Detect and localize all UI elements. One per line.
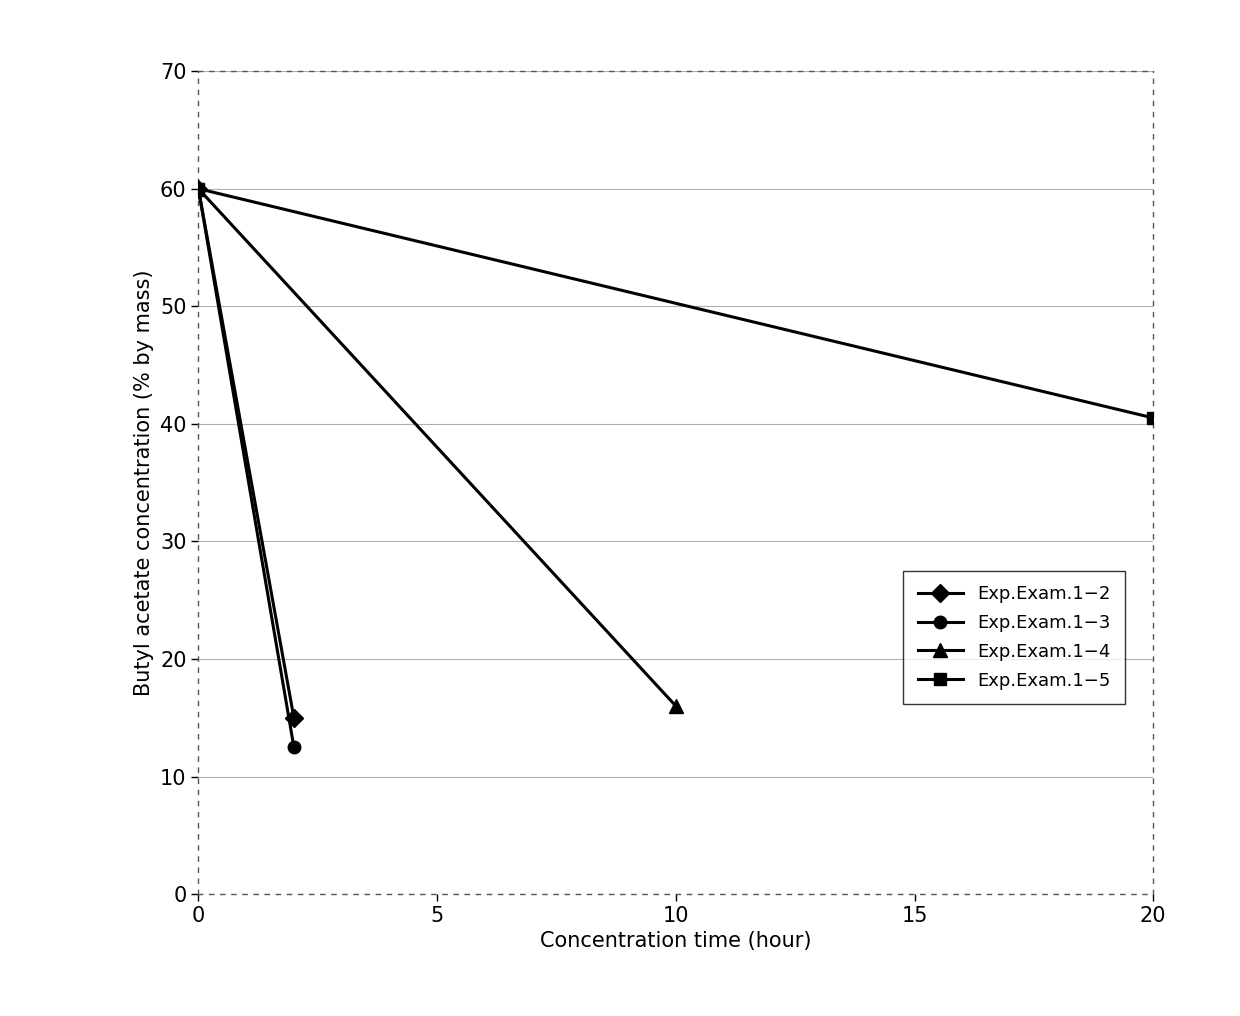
Exp.Exam.1−4: [191, 183, 206, 195]
Legend: Exp.Exam.1−2, Exp.Exam.1−3, Exp.Exam.1−4, Exp.Exam.1−5: Exp.Exam.1−2, Exp.Exam.1−3, Exp.Exam.1−4…: [903, 571, 1125, 704]
Exp.Exam.1−3: [191, 183, 206, 195]
Line: Exp.Exam.1−2: Exp.Exam.1−2: [192, 183, 300, 724]
Line: Exp.Exam.1−3: Exp.Exam.1−3: [192, 183, 300, 754]
Exp.Exam.1−3: [286, 741, 301, 753]
Exp.Exam.1−4: [668, 700, 683, 712]
Line: Exp.Exam.1−4: Exp.Exam.1−4: [191, 182, 683, 713]
X-axis label: Concentration time (hour): Concentration time (hour): [541, 932, 811, 951]
Exp.Exam.1−2: [286, 711, 301, 723]
Exp.Exam.1−2: [191, 183, 206, 195]
Y-axis label: Butyl acetate concentration (% by mass): Butyl acetate concentration (% by mass): [134, 269, 155, 696]
